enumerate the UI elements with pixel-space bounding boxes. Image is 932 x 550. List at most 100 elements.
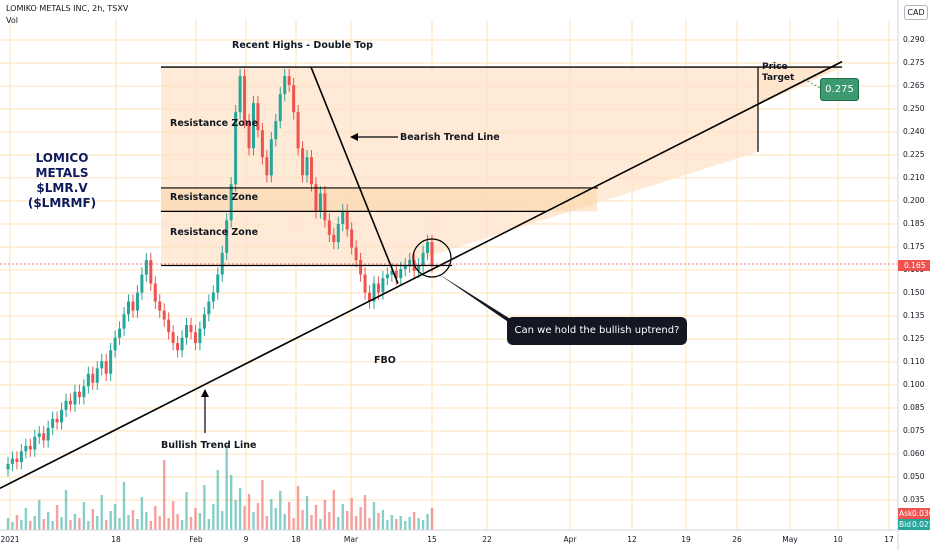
candle-body [247,121,251,149]
volume-bar [350,498,353,530]
time-tick-label: Apr [563,535,577,544]
candle-body [158,301,162,311]
candle-body [305,157,309,176]
volume-bar [171,501,175,530]
candle-body [193,332,197,344]
candle-body [314,184,318,212]
volume-bar [203,485,206,530]
volume-bar [113,504,117,530]
candle-body [269,139,273,176]
candle-body [109,350,113,374]
volume-bar [310,515,313,530]
volume-bar [42,519,45,530]
volume-bar [20,520,23,530]
volume-bar [104,520,108,530]
resistance-band-mid [161,187,597,212]
volume-bar [305,496,309,530]
ask-label: Ask [899,509,913,518]
volume-bar [399,516,402,530]
candle-body [140,274,144,293]
bullish-trend-line-label: Bullish Trend Line [161,440,257,451]
candle-body [265,157,269,176]
volume-bar [69,520,72,530]
currency-badge[interactable]: CAD [904,5,928,20]
target-zone-fill [400,67,842,266]
volume-bar [328,512,331,530]
volume-bar [82,502,86,530]
candle-body [207,301,211,315]
volume-bar [430,508,434,530]
price-tick-label: 0.200 [903,196,925,205]
price-tick-label: 0.060 [903,449,925,458]
resistance-zone-label-2: Resistance Zone [170,192,259,203]
price-target-line-1: Price [762,62,788,72]
price-tick-label: 0.075 [903,426,925,435]
candle-body [327,220,331,235]
price-tick-label: 0.135 [903,311,925,320]
price-target-line-2: Target [762,73,795,83]
volume-bar [323,500,327,530]
time-tick-label: 22 [482,535,492,544]
candle-body [238,76,242,113]
volume-bar [346,511,349,530]
volume-bar [372,502,376,530]
price-tick-label: 0.210 [903,173,925,182]
candle-body [403,265,407,270]
candle-body [77,391,81,398]
candle-body [113,337,117,351]
candle-body [162,310,166,320]
title-line-1: LOMICO METALS [35,151,89,180]
volume-bar [24,508,28,530]
price-axis-border [0,0,899,550]
candle-body [417,265,421,271]
candle-body [408,260,412,266]
time-tick-label: May [782,535,798,544]
volume-bar [225,445,228,530]
highlight-circle [412,238,452,278]
volume-bar [127,515,130,530]
volume-bar [149,521,153,530]
volume-bar [163,460,166,530]
volume-label[interactable]: Vol [6,16,18,25]
time-tick-label: 19 [681,535,691,544]
candle-body [95,368,99,383]
candle-body [189,325,193,333]
price-tick-label: 0.035 [903,495,925,504]
volume-bar [194,508,197,530]
candle-body [46,427,50,441]
candle-body [185,325,189,338]
volume-bar [180,520,184,530]
volume-bar [158,516,161,530]
bid-tag: Bid 0.025 [898,519,932,530]
volume-bar [377,513,380,530]
volume-bar [118,518,121,530]
candle-body [292,85,296,113]
volume-bar [212,504,215,530]
volume-bar [189,517,193,530]
symbol-line[interactable]: LOMIKO METALS INC, 2h, TSXV [6,4,129,13]
candle-body [131,301,135,311]
candle-body [153,283,157,302]
price-tick-label: 0.110 [903,357,925,366]
time-tick-label: 18 [291,535,301,544]
candle-body [372,283,376,302]
candle-body [33,436,37,450]
candlesticks [6,68,434,477]
candle-body [323,193,327,221]
candle-body [381,278,385,293]
candle-body [309,157,313,185]
bullish-arrow-head [201,389,209,397]
chart-title: LOMICO METALS $LMR.V ($LMRMF) [8,151,116,211]
candle-body [202,314,206,329]
candle-body [399,269,403,279]
candle-body [10,458,14,464]
volume-bar [185,492,188,530]
symbol-header[interactable]: LOMIKO METALS INC, 2h, TSXV Vol [6,4,128,25]
resistance-zone-label-1: Resistance Zone [170,118,259,129]
volume-bar [359,507,362,530]
candle-body [19,451,23,463]
candle-body [421,252,425,266]
volume-bar [11,522,14,530]
bearish-trend-line [310,66,399,284]
